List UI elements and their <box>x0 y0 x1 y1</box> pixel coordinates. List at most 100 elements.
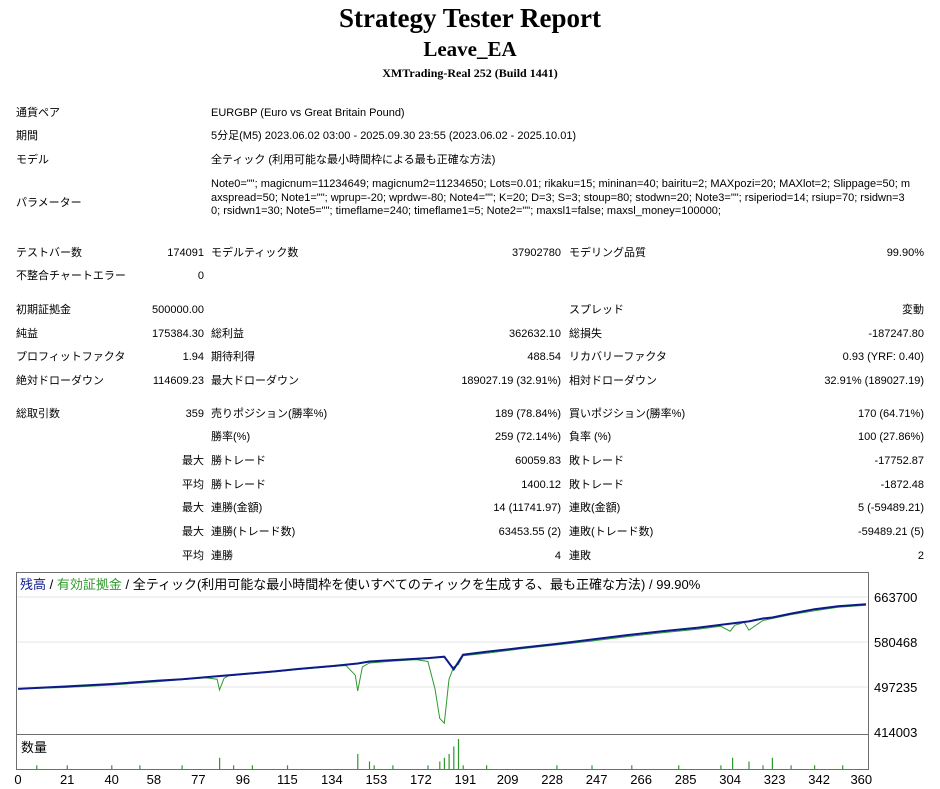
legend-sep-2: / <box>121 577 133 592</box>
max-label-2: 最大 <box>182 502 204 514</box>
avg-loss-label: 敗トレード <box>569 479 624 491</box>
netprofit-value: 175384.30 <box>152 328 204 340</box>
max-label-1: 最大 <box>182 455 204 467</box>
x-tick: 342 <box>808 772 830 787</box>
absdd-value: 114609.23 <box>152 375 204 387</box>
x-tick: 58 <box>146 772 162 787</box>
winrate-value: 259 (72.14%) <box>494 431 561 443</box>
absdd-label: 絶対ドローダウン <box>16 375 104 387</box>
params-value: Note0=""; magicnum=11234649; magicnum2=1… <box>211 178 911 217</box>
legend-equity: 有効証拠金 <box>56 577 122 592</box>
legend-balance: 残高 <box>20 577 47 592</box>
avg-cons-win-label: 連勝 <box>211 550 233 562</box>
maxdd-label: 最大ドローダウン <box>211 375 299 387</box>
spread-label: スプレッド <box>569 304 624 316</box>
params-label: パラメーター <box>16 197 82 209</box>
avg-loss-value: -1872.48 <box>880 479 924 491</box>
model-label: モデル <box>16 154 49 166</box>
period-value: 5分足(M5) 2023.06.02 03:00 - 2025.09.30 23… <box>211 130 577 142</box>
x-tick: 209 <box>496 772 519 787</box>
symbol-label: 通貨ペア <box>16 107 60 119</box>
y-tick: 497235 <box>874 680 918 695</box>
model-value: 全ティック (利用可能な最小時間枠による最も正確な方法) <box>211 154 496 166</box>
winrate-label: 勝率(%) <box>211 431 251 443</box>
x-tick: 0 <box>14 772 22 787</box>
grossprofit-label: 総利益 <box>211 328 244 340</box>
x-tick: 266 <box>630 772 652 787</box>
reldd-label: 相対ドローダウン <box>569 375 657 387</box>
x-tick: 40 <box>104 772 119 787</box>
expected-label: 期待利得 <box>211 351 255 363</box>
trades-label: 総取引数 <box>16 408 60 420</box>
avg-cons-win-value: 4 <box>554 550 561 562</box>
deposit-label: 初期証拠金 <box>16 304 71 316</box>
cons-wins-value: 14 (11741.97) <box>493 502 561 514</box>
mismatch-label: 不整合チャートエラー <box>16 270 126 282</box>
avg-win-value: 1400.12 <box>521 479 561 491</box>
netprofit-label: 純益 <box>16 328 38 340</box>
recovery-value: 0.93 (YRF: 0.40) <box>842 351 924 363</box>
avg-win-label: 勝トレード <box>211 479 266 491</box>
x-tick: 77 <box>191 772 206 787</box>
y-tick: 414003 <box>874 725 918 740</box>
x-tick: 153 <box>365 772 388 787</box>
largest-win-label: 勝トレード <box>211 455 266 467</box>
report-title: Strategy Tester Report <box>339 3 601 33</box>
cons-profit-label: 連勝(トレード数) <box>211 526 296 538</box>
bars-value: 174091 <box>167 247 204 259</box>
x-tick: 21 <box>59 772 75 787</box>
short-label: 売りポジション(勝率%) <box>211 408 328 420</box>
long-label: 買いポジション(勝率%) <box>569 408 686 420</box>
reldd-value: 32.91% (189027.19) <box>824 375 924 387</box>
x-tick: 115 <box>277 772 298 787</box>
x-tick: 247 <box>585 772 608 787</box>
y-tick: 580468 <box>874 635 918 650</box>
mismatch-value: 0 <box>197 270 204 282</box>
quality-value: 99.90% <box>886 247 924 259</box>
grossloss-label: 総損失 <box>569 328 602 340</box>
x-tick: 360 <box>850 772 873 787</box>
x-tick: 228 <box>541 772 563 787</box>
pf-value: 1.94 <box>182 351 204 363</box>
x-tick: 304 <box>719 772 741 787</box>
avg-label-1: 平均 <box>182 479 204 491</box>
legend-model: 全ティック(利用可能な最小時間枠を使いすべてのティックを生成する、最も正確な方法… <box>132 577 701 592</box>
maxdd-value: 189027.19 (32.91%) <box>461 375 561 387</box>
balance-chart <box>16 572 869 735</box>
cons-wins-label: 連勝(金額) <box>211 502 263 514</box>
avg-cons-loss-label: 連敗 <box>569 550 591 562</box>
trades-value: 359 <box>185 408 204 420</box>
ticks-label: モデルティック数 <box>211 247 299 259</box>
period-label: 期間 <box>16 130 38 142</box>
x-tick: 191 <box>454 772 477 787</box>
volume-chart <box>16 734 869 770</box>
largest-loss-label: 敗トレード <box>569 455 624 467</box>
chart-legend: 残高 / 有効証拠金 / 全ティック(利用可能な最小時間枠を使いすべてのティック… <box>20 577 700 593</box>
x-tick: 96 <box>235 772 251 787</box>
long-value: 170 (64.71%) <box>857 408 924 420</box>
spread-value: 変動 <box>902 304 924 316</box>
volume-label: 数量 <box>21 740 48 755</box>
largest-win-value: 60059.83 <box>515 455 561 467</box>
cons-losses-value: 5 (-59489.21) <box>857 502 924 514</box>
grossprofit-value: 362632.10 <box>509 328 561 340</box>
cons-losses-label: 連敗(金額) <box>569 502 621 514</box>
cons-loss-label: 連敗(トレード数) <box>569 526 654 538</box>
legend-sep-1: / <box>46 577 57 592</box>
cons-profit-value: 63453.55 (2) <box>498 526 561 538</box>
lossrate-value: 100 (27.86%) <box>857 431 924 443</box>
lossrate-label: 負率 (%) <box>569 431 612 443</box>
largest-loss-value: -17752.87 <box>874 455 924 467</box>
max-label-3: 最大 <box>182 526 204 538</box>
cons-loss-value: -59489.21 (5) <box>857 526 924 538</box>
y-tick: 663700 <box>874 590 918 605</box>
quality-label: モデリング品質 <box>569 247 646 259</box>
recovery-label: リカバリーファクタ <box>569 351 667 363</box>
ea-name: Leave_EA <box>423 37 517 61</box>
ticks-value: 37902780 <box>512 247 561 259</box>
grossloss-value: -187247.80 <box>868 328 924 340</box>
expected-value: 488.54 <box>527 351 561 363</box>
avg-cons-loss-value: 2 <box>917 550 924 562</box>
bars-label: テストバー数 <box>16 247 82 259</box>
short-value: 189 (78.84%) <box>494 408 561 420</box>
